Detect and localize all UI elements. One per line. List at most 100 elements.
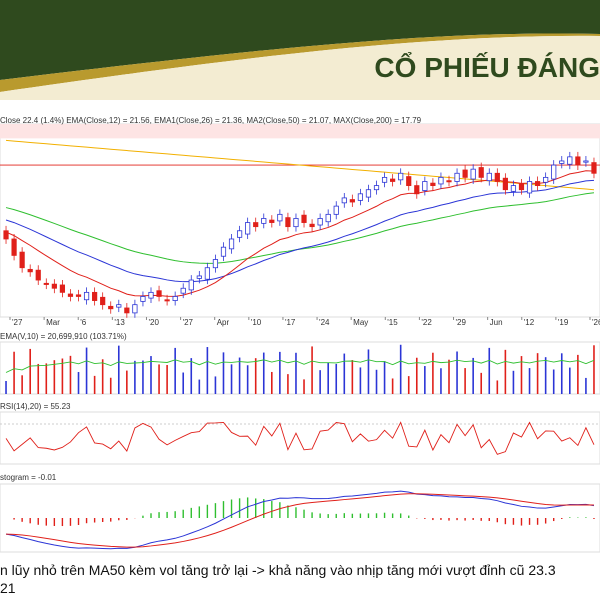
down-candle [591, 162, 597, 174]
x-tick-label: '17 [285, 318, 296, 327]
stock-chart: Close 22.4 (1.4%) EMA(Close,12) = 21.56,… [0, 112, 600, 557]
down-candle [575, 156, 581, 166]
down-candle [478, 167, 484, 178]
down-candle [253, 222, 259, 228]
up-candle [422, 181, 428, 191]
down-candle [494, 172, 500, 182]
x-tick-label: '10 [251, 318, 262, 327]
up-candle [148, 291, 154, 299]
volume-panel [0, 341, 600, 395]
up-candle [132, 304, 138, 314]
ema26-line [5, 179, 595, 283]
x-tick-label: '15 [387, 318, 398, 327]
down-candle [124, 307, 130, 314]
up-candle [454, 172, 460, 182]
analysis-caption: n lũy nhỏ trên MA50 kèm vol tăng trở lại… [0, 562, 556, 578]
macd-legend: stogram = -0.01 [0, 473, 57, 482]
down-candle [59, 284, 66, 293]
up-candle [204, 267, 210, 280]
x-tick-label: '29 [456, 318, 467, 327]
up-candle [212, 259, 219, 269]
down-candle [100, 296, 106, 306]
x-tick-label: '26 [592, 318, 600, 327]
down-candle [349, 199, 355, 203]
down-candle [27, 268, 33, 273]
x-tick-label: '19 [558, 318, 569, 327]
up-candle [567, 156, 573, 165]
x-tick-label: '13 [114, 318, 125, 327]
up-candle [196, 275, 202, 279]
resistance-zone [0, 124, 600, 139]
volume-ema-line [5, 359, 595, 373]
x-tick-label: Mar [46, 318, 60, 327]
down-candle [390, 178, 396, 182]
down-candle [269, 219, 275, 223]
rsi-panel [0, 411, 600, 465]
down-candle [301, 214, 307, 223]
x-tick-label: '24 [319, 318, 330, 327]
up-candle [486, 172, 492, 182]
up-candle [510, 185, 517, 192]
chart-canvas: '27 Mar '6 '13 '20 '27 Apr '10 '17 '24 May '15 '22 '2… [0, 123, 600, 553]
up-candle [236, 230, 243, 238]
up-candle [228, 238, 235, 250]
price-legend: Close 22.4 (1.4%) EMA(Close,12) = 21.56,… [0, 116, 422, 125]
up-candle [116, 304, 122, 308]
up-candle [559, 160, 565, 164]
down-candle [164, 299, 170, 302]
up-candle [188, 279, 194, 291]
x-tick-label: Apr [217, 318, 230, 327]
analysis-caption-line2: 21 [0, 580, 16, 596]
up-candle [317, 218, 323, 226]
signal-line [6, 493, 594, 548]
up-candle [526, 181, 533, 194]
up-candle [365, 189, 372, 198]
down-candle [51, 283, 57, 289]
up-candle [381, 176, 388, 183]
up-candle [543, 176, 549, 183]
up-candle [373, 185, 380, 191]
down-candle [462, 169, 468, 178]
up-candle [172, 296, 178, 301]
down-candle [92, 291, 98, 301]
macd-line [5, 490, 595, 550]
down-candle [156, 290, 162, 297]
down-candle [534, 181, 541, 186]
down-candle [35, 269, 41, 281]
up-candle [438, 176, 444, 185]
x-tick-label: Jun [490, 318, 503, 327]
rsi-legend: RSI(14),20) = 55.23 [0, 402, 71, 411]
title-banner: CỔ PHIẾU ĐÁNG [0, 0, 600, 100]
up-candle [277, 213, 283, 222]
down-candle [406, 176, 412, 186]
down-candle [11, 238, 17, 256]
volume-legend: EMA(V,10) = 20,699,910 (103.71%) [0, 332, 127, 341]
up-candle [140, 296, 146, 302]
up-candle [261, 218, 267, 224]
up-candle [293, 218, 299, 228]
up-candle [83, 291, 90, 301]
up-candle [341, 197, 347, 204]
up-candle [398, 172, 404, 181]
down-candle [19, 251, 25, 269]
up-candle [325, 213, 331, 223]
down-candle [67, 293, 74, 297]
up-candle [333, 205, 339, 215]
down-candle [43, 282, 49, 285]
up-candle [180, 287, 186, 294]
down-candle [446, 180, 452, 183]
x-tick-label: '20 [148, 318, 159, 327]
down-candle [285, 217, 291, 228]
up-candle [357, 193, 364, 201]
down-candle [3, 230, 9, 240]
rsi-line [5, 421, 595, 455]
x-tick-label: '22 [421, 318, 432, 327]
down-candle [430, 182, 436, 186]
up-candle [551, 164, 557, 180]
down-candle [518, 183, 525, 191]
down-candle [108, 305, 114, 310]
up-candle [470, 168, 476, 180]
down-candle [75, 294, 82, 297]
x-tick-label: '6 [80, 318, 87, 327]
up-candle [220, 246, 227, 257]
